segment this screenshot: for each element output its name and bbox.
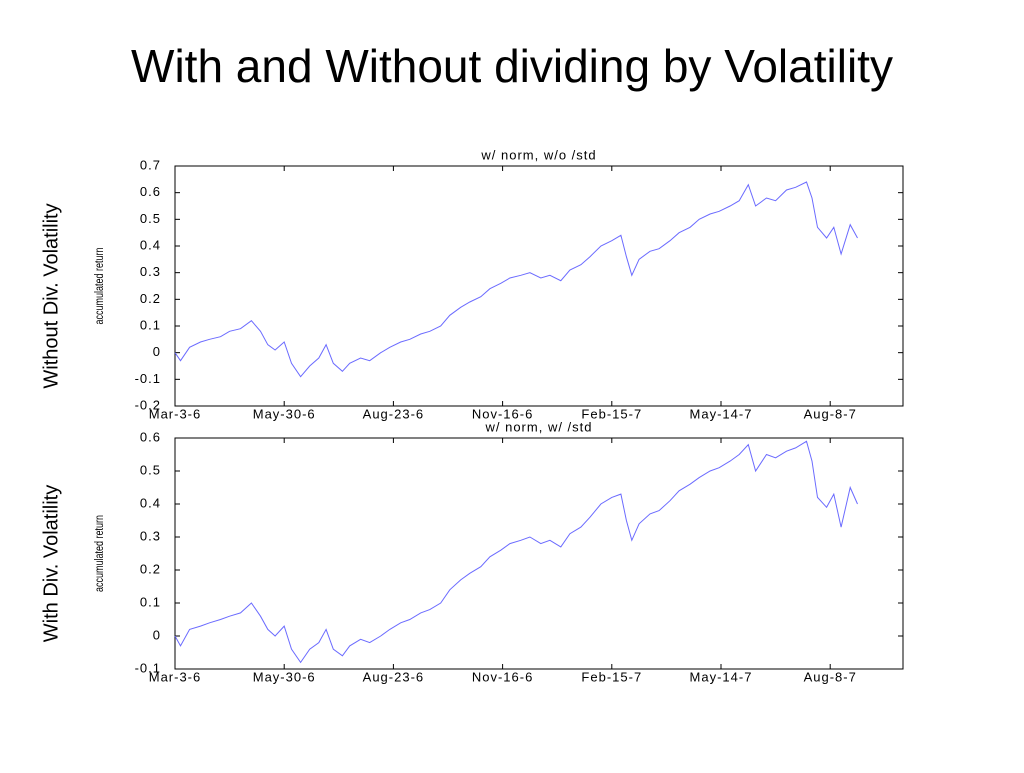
- chart-title: w/ norm, w/ /std: [484, 419, 592, 434]
- y-tick-label: 0.4: [140, 237, 161, 252]
- x-tick-label: Nov-16-6: [472, 406, 533, 421]
- panel-label: With Div. Volatility: [40, 485, 62, 642]
- data-line: [174, 440, 858, 664]
- y-tick-label: 0.5: [140, 211, 161, 226]
- x-tick-label: Aug-8-7: [804, 669, 857, 684]
- y-tick-label: -0.2: [135, 397, 161, 412]
- x-tick-label: Mar-3-6: [149, 669, 202, 684]
- x-tick-label: May-14-7: [690, 669, 753, 684]
- y-tick-label: -0.1: [135, 371, 161, 386]
- y-tick-label: 0.6: [140, 429, 161, 444]
- y-tick-label: 0: [153, 627, 161, 642]
- panel-label: Without Div. Volatility: [40, 203, 62, 388]
- slide-title: With and Without dividing by Volatility: [131, 40, 893, 92]
- y-tick-label: 0.1: [140, 317, 161, 332]
- data-line: [174, 181, 858, 378]
- x-tick-label: Feb-15-7: [581, 669, 642, 684]
- x-tick-label: Nov-16-6: [472, 669, 533, 684]
- chart-title: w/ norm, w/o /std: [480, 147, 596, 162]
- y-tick-label: 0.5: [140, 462, 161, 477]
- x-tick-label: Feb-15-7: [581, 406, 642, 421]
- y-tick-label: 0.2: [140, 561, 161, 576]
- x-tick-label: May-30-6: [253, 406, 316, 421]
- y-tick-label: 0.6: [140, 184, 161, 199]
- plot-frame: [174, 437, 904, 670]
- x-tick-label: Aug-8-7: [804, 406, 857, 421]
- y-tick-label: 0.3: [140, 264, 161, 279]
- y-tick-label: 0.7: [140, 157, 161, 172]
- y-axis-label: accumulated return: [93, 247, 107, 324]
- x-tick-label: Mar-3-6: [149, 406, 202, 421]
- x-tick-label: Aug-23-6: [363, 406, 424, 421]
- y-tick-label: 0: [153, 344, 161, 359]
- plot-frame: [174, 165, 904, 407]
- y-tick-label: 0.3: [140, 528, 161, 543]
- y-tick-label: 0.4: [140, 495, 161, 510]
- y-tick-label: -0.1: [135, 660, 161, 675]
- y-tick-label: 0.2: [140, 291, 161, 306]
- x-tick-label: May-30-6: [253, 669, 316, 684]
- y-tick-label: 0.1: [140, 594, 161, 609]
- y-axis-label: accumulated return: [93, 515, 107, 592]
- x-tick-label: May-14-7: [690, 406, 753, 421]
- x-tick-label: Aug-23-6: [363, 669, 424, 684]
